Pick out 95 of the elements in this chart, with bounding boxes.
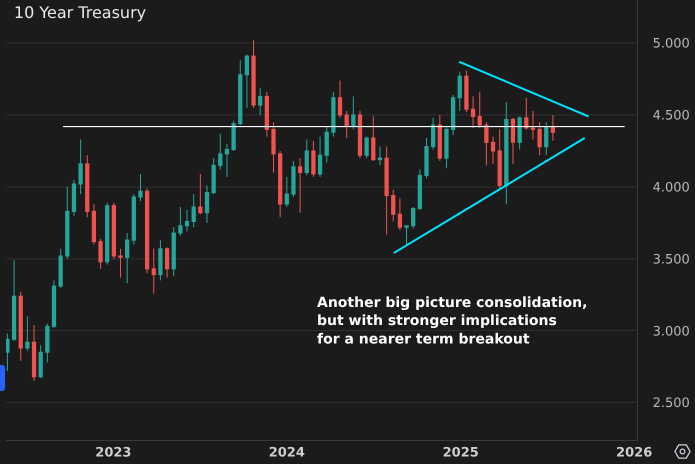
y-tick-label: 5.000 <box>652 36 690 52</box>
candlestick <box>518 116 522 150</box>
candlestick <box>344 110 349 139</box>
candlestick <box>38 344 43 379</box>
candlestick <box>470 96 476 128</box>
candlestick <box>92 204 96 245</box>
candlestick <box>251 40 256 108</box>
y-tick-label: 4.500 <box>652 108 690 124</box>
candlestick <box>530 110 536 140</box>
candlestick <box>498 128 502 189</box>
y-tick-label: 3.500 <box>652 252 690 268</box>
candlestick <box>258 87 262 116</box>
candlestick <box>212 158 216 195</box>
candlestick <box>444 126 449 169</box>
candlestick <box>291 160 296 198</box>
y-tick-label: 2.500 <box>652 396 690 412</box>
candlestick <box>418 169 422 210</box>
candlestick <box>371 116 376 162</box>
candlestick <box>52 280 56 328</box>
candlestick <box>178 206 183 236</box>
candlestick <box>32 324 36 382</box>
candlestick <box>58 248 63 288</box>
candlestick <box>478 92 482 128</box>
candlestick <box>458 71 462 112</box>
candlestick <box>218 133 222 170</box>
candlestick <box>324 126 329 163</box>
candlestick <box>158 240 163 281</box>
candlestick <box>6 333 10 372</box>
candlestick <box>490 136 496 164</box>
candlestick <box>18 291 23 362</box>
candlestick <box>404 225 409 245</box>
candlestick <box>537 122 542 156</box>
candlestick <box>264 92 269 138</box>
candlestick <box>85 154 90 218</box>
candlestick <box>144 188 150 274</box>
candlestick <box>510 117 516 164</box>
candlestick <box>484 122 489 166</box>
candlestick <box>231 120 236 152</box>
candlestick <box>278 150 282 218</box>
candlestick <box>450 94 456 136</box>
candlestick <box>192 194 196 228</box>
candlestick <box>172 226 176 277</box>
candlestick <box>72 179 76 216</box>
candlestick <box>464 70 469 113</box>
candlestick <box>364 136 369 159</box>
candlestick <box>544 122 548 156</box>
candlestick <box>411 206 416 230</box>
candlestick <box>424 138 429 179</box>
y-tick-label: 3.000 <box>652 324 690 340</box>
candlestick <box>311 140 316 178</box>
annotation: Another big picture consolidation, but with stronger implications for a nearer term breakout <box>317 295 588 348</box>
candlestick <box>284 176 289 208</box>
candlestick <box>438 114 442 162</box>
candlestick <box>358 110 362 159</box>
candlestick <box>271 122 276 174</box>
candlestick <box>378 146 382 166</box>
candlestick <box>152 248 156 294</box>
candlestick <box>431 117 436 150</box>
candlestick <box>298 158 302 214</box>
candlestick <box>132 194 136 245</box>
x-tick-label: 2026 <box>616 446 652 461</box>
candlestick <box>112 202 116 260</box>
candlestick <box>25 316 30 352</box>
candlestick <box>524 97 528 130</box>
candlestick <box>138 173 143 202</box>
candlestick <box>304 138 309 176</box>
x-tick-label: 2024 <box>268 446 305 461</box>
candlestick <box>78 138 83 195</box>
y-tick-label: 4.000 <box>652 180 690 196</box>
candlestick <box>164 246 170 278</box>
candlestick <box>198 173 202 215</box>
candlestick <box>351 96 356 130</box>
candlestick <box>98 238 103 270</box>
candlestick <box>384 146 389 235</box>
candlestick <box>331 92 336 138</box>
candlestick <box>504 102 508 205</box>
candlestick <box>125 232 130 284</box>
candlestick <box>244 54 250 108</box>
candlestick <box>118 248 123 278</box>
candlestick <box>105 202 110 266</box>
candlestick <box>45 323 50 363</box>
candlestick <box>318 136 322 178</box>
x-tick-label: 2025 <box>442 446 479 461</box>
candlestick <box>65 186 70 260</box>
candlestick <box>184 209 190 232</box>
x-tick-label: 2023 <box>95 446 132 461</box>
chart-title: 10 Year Treasury <box>14 3 146 22</box>
candlestick <box>338 80 342 118</box>
candlestick <box>398 198 402 231</box>
candlestick <box>204 184 210 224</box>
candlestick <box>550 114 556 142</box>
candlestick <box>12 260 16 342</box>
candlestick <box>238 60 242 126</box>
candlestick <box>391 189 396 222</box>
candlestick <box>224 143 230 178</box>
